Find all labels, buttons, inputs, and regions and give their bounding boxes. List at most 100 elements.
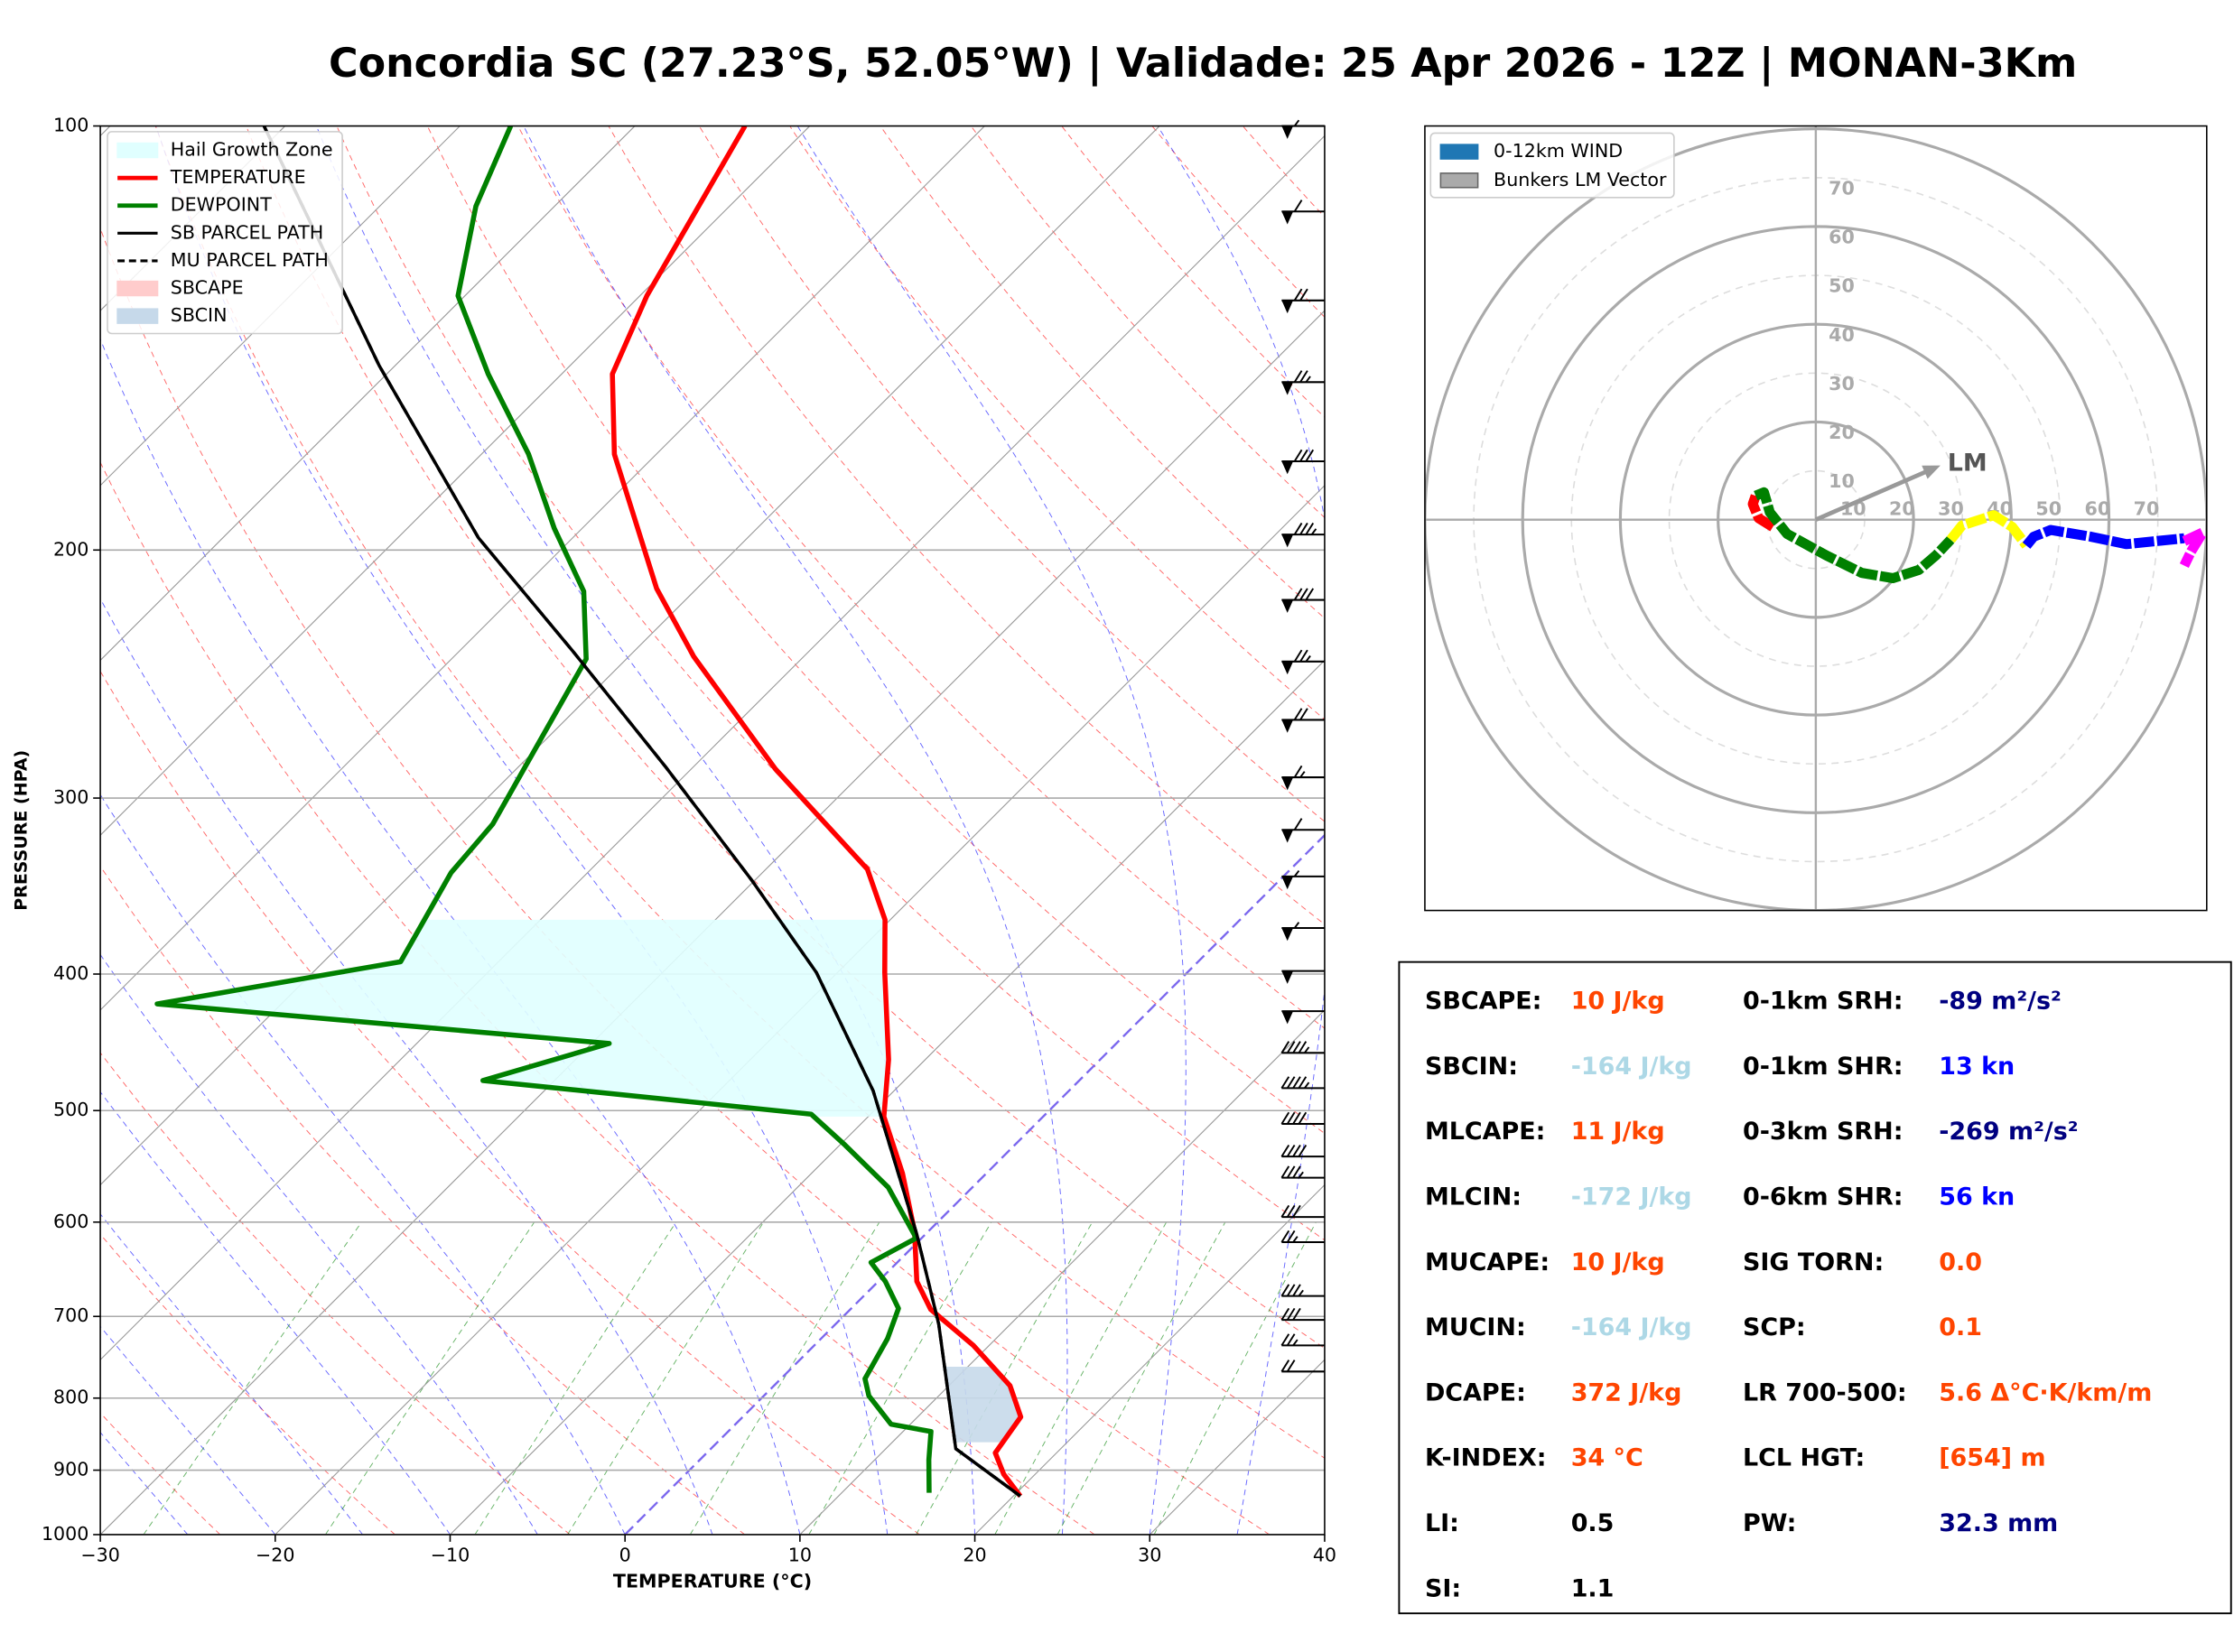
stat-value: 34 °C — [1571, 1444, 1643, 1472]
x-tick-label: 0 — [619, 1545, 631, 1566]
barb-pennant — [1281, 599, 1294, 613]
isotherm — [100, 125, 811, 836]
mixing-ratio-line — [1153, 1221, 1317, 1535]
dry-adiabat — [608, 125, 1325, 925]
isotherm — [974, 1183, 1325, 1535]
barb-flag — [1299, 588, 1308, 601]
stat-value: 0.5 — [1571, 1509, 1615, 1537]
stat-label: LCL HGT: — [1743, 1444, 1865, 1472]
ring-label: 40 — [1829, 324, 1855, 346]
y-tick-label: 800 — [53, 1387, 88, 1408]
profile-line — [610, 125, 1024, 1498]
x-tick-label: −10 — [431, 1545, 470, 1566]
barb-flag — [1298, 1111, 1308, 1125]
mixing-ratio-line — [1056, 1221, 1226, 1535]
dry-adiabat — [789, 125, 1325, 720]
barb-flag — [1293, 765, 1303, 778]
stat-value: 10 J/kg — [1571, 1248, 1665, 1276]
barb-flag — [1286, 1144, 1296, 1157]
y-tick-label: 400 — [53, 962, 88, 984]
isotherm — [100, 310, 1325, 1535]
moist-adiabat — [100, 598, 713, 1535]
legend-label: MU PARCEL PATH — [171, 249, 329, 271]
dry-adiabat — [246, 125, 1325, 1350]
stat-label: K-INDEX: — [1425, 1444, 1547, 1472]
stats: SBCAPE: 10 J/kg SBCIN: -164 J/kg MLCAPE: 11 J… — [1425, 988, 2152, 1603]
barb-half — [1305, 654, 1311, 663]
barb-half — [1299, 771, 1306, 778]
legend-swatch — [116, 280, 159, 297]
stat-label: PW: — [1743, 1509, 1796, 1537]
barb-flag — [1286, 1111, 1296, 1125]
mixing-ratio-line — [567, 1221, 765, 1535]
lm-arrowhead — [1922, 465, 1941, 479]
barb-flag — [1305, 449, 1315, 462]
skewt-data — [154, 125, 1024, 1498]
barb-half — [1305, 376, 1311, 383]
ring-label: 70 — [2134, 498, 2160, 520]
barb-half — [1303, 1081, 1310, 1089]
stat-label: SI: — [1425, 1574, 1461, 1602]
stat-value: [654] m — [1939, 1444, 2045, 1472]
lm-label: LM — [1948, 449, 1987, 477]
stats-box — [1398, 961, 2232, 1615]
barb-half — [1298, 1289, 1304, 1297]
dry-adiabat — [100, 670, 920, 1535]
barb-pennant — [1281, 928, 1294, 942]
barb-flag — [1298, 1144, 1308, 1157]
barb-pennant — [1281, 719, 1294, 733]
legend-label: Bunkers LM Vector — [1494, 169, 1667, 190]
stat-value: -172 J/kg — [1571, 1183, 1692, 1211]
stat-label: SIG TORN: — [1743, 1248, 1884, 1276]
stat-value: 10 J/kg — [1571, 988, 1665, 1016]
hodograph-segment — [1747, 494, 1776, 532]
moist-adiabat — [100, 1431, 189, 1535]
legend-box — [107, 131, 343, 335]
barb-half — [1293, 119, 1300, 127]
legend-label: TEMPERATURE — [170, 166, 306, 188]
mixing-ratio-line — [474, 1221, 677, 1535]
barb-pennant — [1281, 211, 1294, 225]
barb-flag — [1286, 1360, 1296, 1372]
moist-adiabat — [1157, 125, 1325, 1535]
barb-pennant — [1281, 300, 1294, 314]
stat-value: -89 m²/s² — [1939, 988, 2062, 1016]
stat-value: 5.6 Δ°C·K/km/m — [1939, 1378, 2152, 1406]
ring-label: 60 — [2085, 498, 2111, 520]
dry-adiabat — [1061, 125, 1325, 418]
stat-value: 11 J/kg — [1571, 1118, 1665, 1146]
dry-adiabat — [100, 461, 1095, 1535]
barb-flag — [1292, 1111, 1301, 1125]
x-tick-label: −30 — [80, 1545, 120, 1566]
ring-label: 70 — [1829, 178, 1855, 200]
stat-value: -164 J/kg — [1571, 1053, 1692, 1081]
barb-flag — [1298, 1076, 1308, 1089]
barb-flag — [1305, 588, 1315, 601]
stat-label: 0-3km SRH: — [1743, 1118, 1903, 1146]
barb-flag — [1286, 1307, 1296, 1321]
barb-flag — [1293, 588, 1303, 601]
barb-flag — [1299, 449, 1308, 462]
barb-pennant — [1281, 876, 1294, 890]
x-tick-label: −20 — [256, 1545, 294, 1566]
shaded-region — [944, 1366, 1021, 1443]
legend-swatch — [1439, 144, 1479, 160]
mixing-ratio-line — [143, 1221, 362, 1535]
stat-label: 0-1km SRH: — [1743, 988, 1903, 1016]
barb-flag — [1305, 522, 1315, 535]
barb-half — [1303, 1046, 1310, 1053]
barb-flag — [1299, 288, 1308, 302]
mixing-ratio-line — [689, 1221, 880, 1535]
isotherm — [450, 659, 1325, 1535]
isotherm — [100, 125, 1160, 1186]
stat-label: SCP: — [1743, 1313, 1806, 1341]
barb-flag — [1292, 1144, 1301, 1157]
y-tick-label: 600 — [53, 1211, 88, 1232]
barb-flag — [1293, 522, 1303, 535]
barb-flag — [1280, 1204, 1290, 1218]
stat-value: 1.1 — [1571, 1574, 1615, 1602]
barb-pennant — [1281, 125, 1294, 139]
legend-label: SBCAPE — [171, 277, 244, 299]
dry-adiabat — [880, 125, 1325, 619]
